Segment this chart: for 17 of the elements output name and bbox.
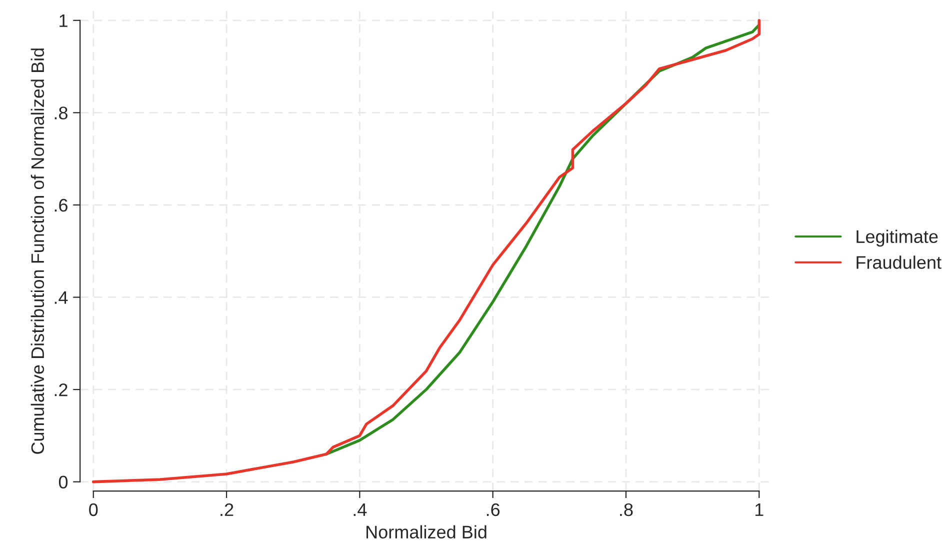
x-tick-label: .8 <box>620 503 633 516</box>
line-series <box>92 19 761 484</box>
legend-label: Fraudulent <box>856 256 942 269</box>
legend-label: Legitimate <box>856 230 938 247</box>
y-tick-label: 0 <box>58 476 68 489</box>
x-tick-label: .2 <box>220 503 234 516</box>
y-axis-title: Cumulative Distribution Function of Normalized Bid <box>30 48 44 454</box>
y-tick-label: .4 <box>54 291 68 304</box>
y-tick-label: 1 <box>60 14 68 27</box>
y-tick-label: .8 <box>54 106 68 120</box>
x-tick-label: .4 <box>354 504 367 516</box>
y-tick-label: .6 <box>54 198 68 212</box>
y-tick-label: .2 <box>54 383 68 396</box>
x-tick-label: 0 <box>89 503 98 516</box>
x-axis-title: Normalized Bid <box>366 525 486 538</box>
x-tick-label: .6 <box>486 503 500 516</box>
x-tick-label: 1 <box>755 504 764 516</box>
